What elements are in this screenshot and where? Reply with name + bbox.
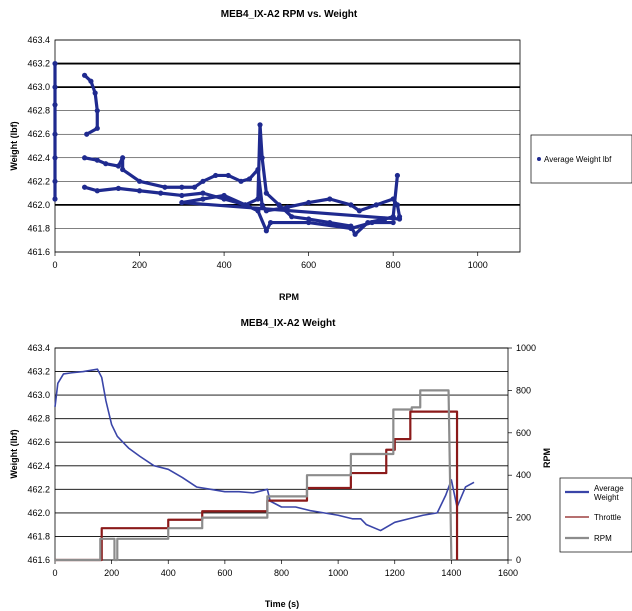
chart1-y-tick-label: 462.6 (27, 129, 50, 139)
chart1-x-tick-label: 800 (386, 260, 401, 270)
chart1-y-tick-label: 462.8 (27, 106, 50, 116)
chart2-y-tick-label: 463.0 (27, 390, 50, 400)
chart1-y-tick-label: 461.6 (27, 247, 50, 257)
chart2-y-tick-label: 462.6 (27, 437, 50, 447)
chart2-x-tick-label: 600 (217, 568, 232, 578)
chart2-y2-axis-title: RPM (542, 448, 552, 468)
chart2-series-rpm (55, 389, 453, 562)
chart2-x-tick-label: 1000 (328, 568, 348, 578)
chart1-series-trace (180, 193, 400, 233)
chart1-title: MEB4_IX-A2 RPM vs. Weight (221, 9, 358, 20)
chart2-plot-area (54, 347, 509, 561)
chart1-y-tick-label: 463.2 (27, 59, 50, 69)
chart2-y2-tick-label: 0 (516, 555, 521, 565)
chart1-y-tick-label: 462.4 (27, 153, 50, 163)
chart2-y2-tick-label: 800 (516, 385, 531, 395)
chart2-y2-tick-label: 1000 (516, 343, 536, 353)
chart1-x-tick-label: 400 (217, 260, 232, 270)
chart2-y-tick-label: 463.2 (27, 367, 50, 377)
chart1-x-axis-title: RPM (279, 292, 299, 302)
chart2-x-tick-label: 1200 (385, 568, 405, 578)
chart2-legend-label: Average Weight (594, 484, 624, 502)
chart2-y-tick-label: 463.4 (27, 343, 50, 353)
chart1-y-axis-title: Weight (lbf) (9, 121, 19, 170)
chart1-y-tick-label: 461.8 (27, 223, 50, 233)
chart1-legend (530, 134, 632, 184)
chart2-series-throttle (55, 410, 459, 562)
chart1-plot-area (54, 39, 521, 253)
chart1-series-trace (84, 123, 400, 236)
chart2-series-weight (54, 368, 475, 532)
chart2-y-tick-label: 461.8 (27, 531, 50, 541)
chart1-legend-marker (537, 157, 541, 161)
chart2-y2-tick-label: 200 (516, 513, 531, 523)
chart1-series-trace (83, 74, 99, 136)
chart2-title: MEB4_IX-A2 Weight (241, 318, 336, 329)
chart2-legend-label: RPM (594, 534, 612, 543)
chart1-y-tick-label: 462.0 (27, 200, 50, 210)
chart2-x-tick-label: 400 (161, 568, 176, 578)
chart2-y-tick-label: 462.4 (27, 461, 50, 471)
chart2-y-tick-label: 462.8 (27, 414, 50, 424)
chart1-x-tick-label: 1000 (468, 260, 488, 270)
chart1-legend-label: Average Weight lbf (544, 155, 612, 164)
chart2-x-tick-label: 800 (274, 568, 289, 578)
chart2-x-tick-label: 1400 (441, 568, 461, 578)
chart2-y-tick-label: 461.6 (27, 555, 50, 565)
chart2-y2-tick-label: 400 (516, 470, 531, 480)
chart2-y-axis-title: Weight (lbf) (9, 429, 19, 478)
chart2-x-tick-label: 1600 (498, 568, 518, 578)
chart1-x-tick-label: 600 (301, 260, 316, 270)
chart2-legend (559, 477, 632, 553)
chart1-y-tick-label: 463.0 (27, 82, 50, 92)
chart2-legend-label: Throttle (594, 513, 622, 522)
chart2-y-tick-label: 462.0 (27, 508, 50, 518)
chart2-x-axis-title: Time (s) (265, 599, 299, 609)
chart1-x-tick-label: 0 (52, 260, 57, 270)
chart2-x-tick-label: 200 (104, 568, 119, 578)
chart2-y2-tick-label: 600 (516, 428, 531, 438)
chart1-x-tick-label: 200 (132, 260, 147, 270)
chart1-y-tick-label: 462.2 (27, 176, 50, 186)
chart1-y-tick-label: 463.4 (27, 35, 50, 45)
chart1-series-trace (84, 156, 402, 217)
chart2-y-tick-label: 462.2 (27, 484, 50, 494)
chart2-x-tick-label: 0 (52, 568, 57, 578)
